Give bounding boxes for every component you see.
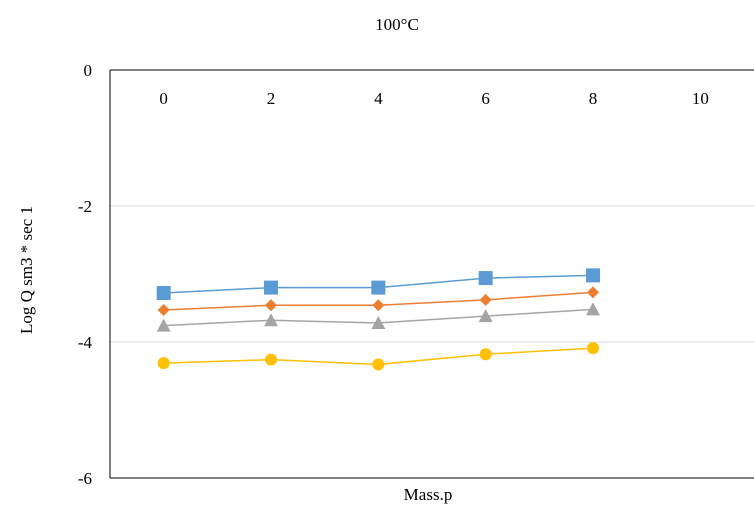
axes [109, 69, 754, 479]
data-point [265, 353, 277, 366]
series-2 [157, 286, 599, 317]
data-point [264, 313, 278, 327]
x-tick-label: 4 [374, 89, 383, 108]
y-tick-label: -4 [78, 333, 93, 352]
data-point [587, 342, 599, 355]
data-point [371, 315, 386, 329]
data-point [587, 286, 599, 299]
data-point [372, 299, 385, 312]
series-3 [156, 302, 600, 332]
data-point [156, 318, 171, 332]
series-4 [157, 342, 599, 371]
y-tick-label: -2 [78, 197, 92, 216]
x-tick-labels: 0 2 4 6 8 10 [159, 89, 708, 108]
x-axis-label: Mass.p [404, 485, 453, 504]
data-point [586, 302, 600, 316]
data-point [265, 299, 277, 312]
data-point [478, 309, 493, 323]
series-1 [156, 268, 600, 301]
data-point [157, 357, 170, 370]
series-group [156, 268, 600, 371]
data-point [479, 293, 492, 306]
data-point [586, 268, 600, 283]
data-point [479, 348, 492, 361]
data-point [157, 304, 170, 317]
data-point [478, 271, 493, 286]
y-axis-label: Log Q sm3 * sec 1 [17, 206, 36, 334]
x-tick-label: 6 [481, 89, 490, 108]
x-tick-label: 2 [267, 89, 276, 108]
x-tick-label: 8 [589, 89, 598, 108]
x-tick-label: 10 [692, 89, 709, 108]
y-tick-label: 0 [84, 61, 93, 80]
data-point [156, 286, 171, 301]
y-tick-labels: 0 -2 -4 -6 [78, 61, 93, 488]
x-tick-label: 0 [159, 89, 168, 108]
grid-lines [110, 205, 754, 343]
data-point [372, 358, 385, 371]
data-point [264, 280, 278, 295]
data-point [371, 280, 386, 295]
y-tick-label: -6 [78, 469, 92, 488]
chart-title: 100°C [375, 15, 419, 34]
